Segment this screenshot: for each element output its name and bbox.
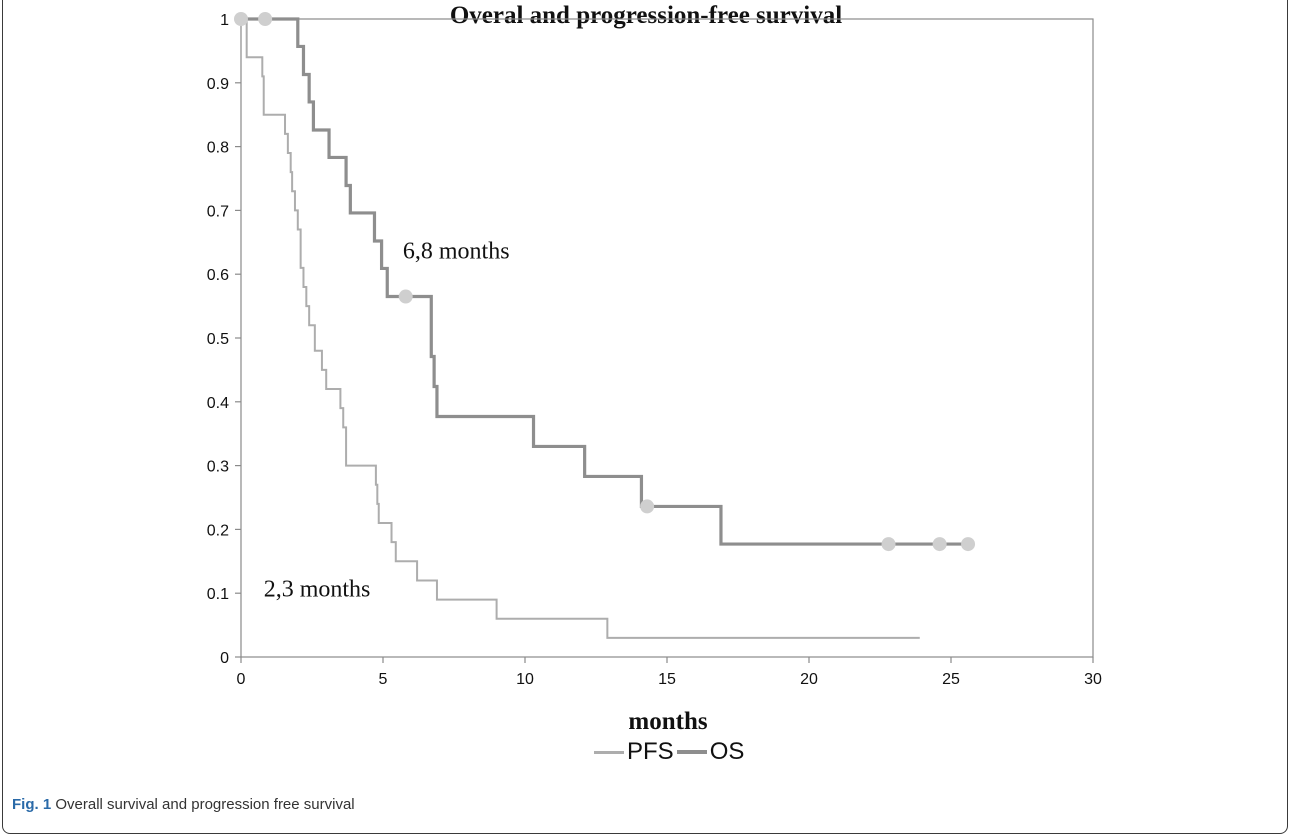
censor-markers xyxy=(234,12,976,552)
x-tick-label: 5 xyxy=(379,671,388,688)
plot-area xyxy=(240,18,1094,658)
x-axis-label: months xyxy=(628,708,708,735)
x-tick-label: 30 xyxy=(1084,671,1102,688)
x-axis: 0 5 10 15 20 25 30 xyxy=(237,657,1102,688)
y-tick-label: 0.4 xyxy=(207,395,229,412)
y-tick-label: 0.3 xyxy=(207,459,229,476)
caption-text: Overall survival and progression free su… xyxy=(55,796,355,813)
censor-point xyxy=(881,537,896,552)
legend-label-os: OS xyxy=(709,738,745,765)
figure-caption: Fig. 1 Overall survival and progression … xyxy=(12,796,355,813)
y-tick-label: 1 xyxy=(220,12,229,29)
censor-point xyxy=(932,537,947,552)
y-tick-label: 0.2 xyxy=(207,522,229,539)
caption-label: Fig. 1 xyxy=(12,796,52,813)
censor-point xyxy=(640,499,655,514)
x-tick-label: 10 xyxy=(516,671,534,688)
legend: PFS OS xyxy=(594,736,747,768)
censor-point xyxy=(961,537,976,552)
series-line-pfs xyxy=(241,18,920,639)
series-group xyxy=(241,17,969,639)
median-annotation: 6,8 months xyxy=(403,238,510,264)
chart-title: Overal and progression-free survival xyxy=(449,2,843,29)
annotations: 6,8 months 2,3 months xyxy=(264,238,510,602)
y-tick-label: 0.9 xyxy=(207,76,229,93)
y-axis: 0 0.1 0.2 0.3 0.4 0.5 0.6 0.7 0.8 0.9 1 xyxy=(207,12,241,667)
y-tick-label: 0.6 xyxy=(207,267,229,284)
series-line-os xyxy=(241,17,969,546)
x-tick-label: 0 xyxy=(237,671,246,688)
censor-point xyxy=(234,12,248,26)
legend-swatch-pfs xyxy=(594,750,624,754)
x-tick-label: 25 xyxy=(942,671,960,688)
y-tick-label: 0.8 xyxy=(207,140,229,157)
x-tick-label: 20 xyxy=(800,671,818,688)
y-tick-label: 0.1 xyxy=(207,586,229,603)
censor-point xyxy=(398,289,413,304)
median-annotation: 2,3 months xyxy=(264,576,371,602)
x-tick-label: 15 xyxy=(658,671,676,688)
y-tick-label: 0.7 xyxy=(207,203,229,220)
legend-label-pfs: PFS xyxy=(627,738,674,765)
legend-swatch-os xyxy=(676,750,707,754)
y-tick-label: 0 xyxy=(220,650,229,667)
censor-point xyxy=(258,12,273,26)
y-tick-label: 0.5 xyxy=(207,331,229,348)
